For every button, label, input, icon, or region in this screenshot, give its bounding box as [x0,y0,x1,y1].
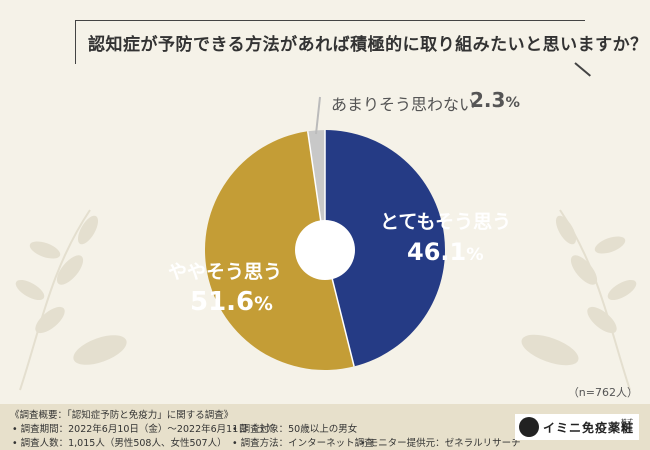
brand-logo: イミニ免疫薬粧 株式会社 [515,414,639,440]
slice-somewhat [205,131,355,370]
sample-size: （n=762人） [567,386,638,399]
slice-very-much [325,130,446,367]
slice-value-somewhat: 51.6% [190,287,273,317]
slice-value-unit: % [254,294,273,315]
slice-label-somewhat: ややそう思う [168,261,283,283]
survey-count: • 調査人数：1,015人（男性508人、女性507人） [12,438,227,449]
slice-value-unit: % [466,245,484,265]
survey-period: • 調査期間：2022年6月10日（金）～2022年6月11日（土） [12,424,277,435]
slice-label-very-much: とてもそう思う [380,211,512,233]
slice-value-very-much: 46.1% [407,238,484,266]
pie-chart [205,96,446,370]
brand-corp-mark: 株式会社 [621,419,634,433]
leader-line [315,96,321,135]
brand-name: イミニ免疫薬粧 [543,421,635,435]
slice-label-not-much: あまりそう思わない [331,95,476,114]
slice-value-not-much: 2.3% [470,88,520,112]
survey-target: • 調査対象：50歳以上の男女 [232,424,358,435]
donut-hole [295,220,355,280]
footer: 《調査概要：「認知症予防と免疫力」に関する調査》 • 調査期間：2022年6月1… [0,404,650,450]
brand-mark-icon [519,417,539,437]
survey-method: • 調査方法：インターネット調査 [232,438,374,449]
chart-title: 認知症が予防できる方法があれば積極的に取り組みたいと思いますか？ [88,35,648,55]
slice-value-number: 2.3 [470,88,506,112]
question-frame [75,20,585,64]
slice-value-number: 51.6 [190,287,255,317]
slice-value-number: 46.1 [407,238,467,266]
slice-value-unit: % [505,95,520,111]
survey-summary-title: 《調査概要：「認知症予防と免疫力」に関する調査》 [10,410,234,421]
survey-provider: • モニター提供元：ゼネラルリサーチ [360,438,521,449]
